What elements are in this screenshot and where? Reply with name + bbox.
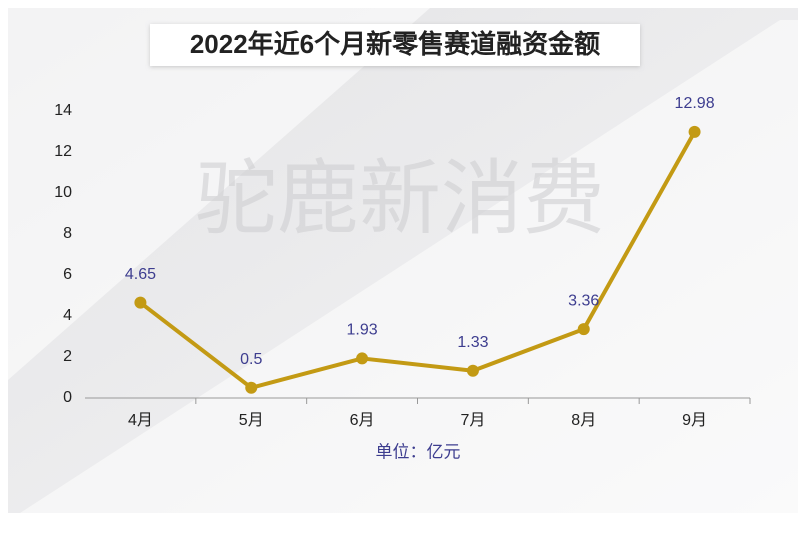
- line: [139, 130, 697, 390]
- y-tick-label: 6: [63, 266, 72, 283]
- y-tick-label: 8: [63, 225, 72, 242]
- data-label: 1.33: [457, 334, 488, 351]
- y-tick-label: 4: [63, 307, 72, 324]
- x-tick-label: 5月: [239, 412, 264, 429]
- x-axis-label: 单位：亿元: [376, 442, 461, 461]
- y-tick-label: 2: [63, 348, 72, 365]
- background-shape: [20, 20, 798, 513]
- background-shape: [8, 8, 430, 380]
- point: [245, 381, 258, 394]
- point: [577, 323, 590, 336]
- point: [134, 296, 147, 309]
- y-tick-label: 14: [54, 102, 72, 119]
- title-box: [150, 24, 640, 66]
- data-label: 3.36: [568, 292, 599, 309]
- point: [466, 364, 479, 377]
- chart-title: 2022年近6个月新零售赛道融资金额: [190, 29, 600, 59]
- point: [356, 352, 369, 365]
- y-tick-label: 10: [54, 184, 72, 201]
- x-tick-label: 6月: [350, 412, 375, 429]
- y-tick-label: 12: [54, 143, 72, 160]
- x-tick-label: 9月: [682, 412, 707, 429]
- y-tick-label: 0: [63, 389, 72, 406]
- x-tick-label: 4月: [128, 412, 153, 429]
- data-label: 1.93: [347, 322, 378, 339]
- watermark: 驼鹿新消费: [195, 152, 605, 247]
- x-tick-label: 8月: [571, 412, 596, 429]
- data-label: 0.5: [240, 351, 262, 368]
- point: [688, 125, 701, 138]
- x-tick-label: 7月: [460, 412, 485, 429]
- data-label: 12.98: [675, 95, 715, 112]
- data-label: 4.65: [125, 266, 156, 283]
